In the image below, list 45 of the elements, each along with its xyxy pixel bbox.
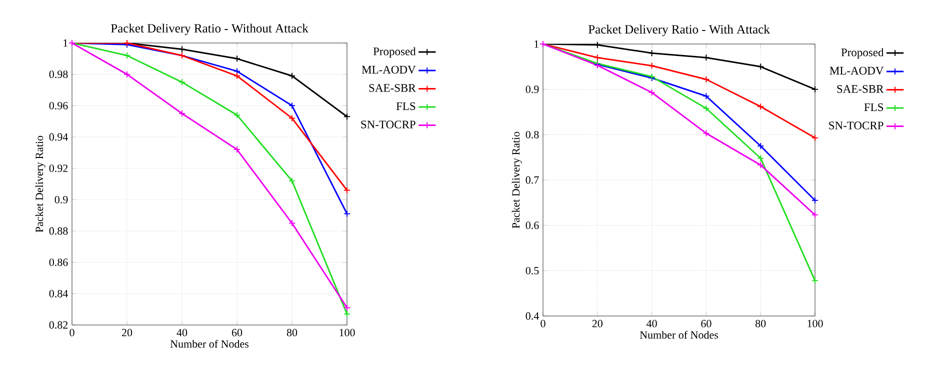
y-tick-label: 0.96 <box>49 102 68 110</box>
y-tick-label: 1 <box>534 40 538 48</box>
legend-label: SN-TOCRP <box>361 120 416 128</box>
x-tick-label: 100 <box>340 328 355 336</box>
y-tick-label: 1 <box>64 39 68 47</box>
y-tick-label: 0.98 <box>49 70 68 78</box>
x-axis-title: Number of Nodes <box>640 330 718 339</box>
x-tick-label: 80 <box>756 320 766 328</box>
legend-label: ML-AODV <box>362 66 416 74</box>
y-tick-label: 0.6 <box>526 222 539 230</box>
x-tick-label: 60 <box>701 320 712 328</box>
legend-label: Proposed <box>373 47 416 58</box>
y-tick-label: 0.88 <box>49 227 68 235</box>
chart-title: Packet Delivery Ratio - Without Attack <box>111 24 308 36</box>
legend-label: SAE-SBR <box>369 84 416 92</box>
x-tick-label: 40 <box>646 320 657 328</box>
x-axis-title: Number of Nodes <box>170 340 248 348</box>
x-tick-label: 80 <box>286 328 298 336</box>
legend-label: Proposed <box>841 48 884 59</box>
chart-title: Packet Delivery Ratio - With Attack <box>588 24 770 36</box>
x-tick-label: 100 <box>808 320 823 328</box>
y-tick-label: 0.9 <box>526 86 539 94</box>
y-tick-label: 0.7 <box>526 176 539 184</box>
legend-label: FLS <box>396 102 416 110</box>
y-axis-title: Packet Delivery Ratio <box>35 136 46 232</box>
legend-label: ML-AODV <box>830 66 884 75</box>
legend-label: SAE-SBR <box>837 85 884 93</box>
legend-label: FLS <box>864 103 884 112</box>
x-tick-label: 60 <box>232 328 242 336</box>
x-tick-label: 40 <box>176 328 188 336</box>
y-tick-label: 0.9 <box>54 196 68 204</box>
legend-label: SN-TOCRP <box>829 122 884 130</box>
y-tick-label: 0.92 <box>49 164 68 172</box>
y-tick-label: 0.4 <box>526 312 539 320</box>
y-tick-label: 0.84 <box>49 290 68 298</box>
y-tick-label: 0.5 <box>526 266 539 274</box>
y-axis-title: Packet Delivery Ratio <box>512 132 522 228</box>
x-tick-label: 0 <box>70 328 74 336</box>
y-tick-label: 0.82 <box>49 321 68 329</box>
y-tick-label: 0.8 <box>526 130 539 138</box>
x-tick-label: 0 <box>540 320 546 328</box>
x-tick-label: 20 <box>122 328 132 336</box>
y-tick-label: 0.86 <box>49 258 68 266</box>
x-tick-label: 20 <box>592 320 602 328</box>
y-tick-label: 0.94 <box>49 133 68 141</box>
